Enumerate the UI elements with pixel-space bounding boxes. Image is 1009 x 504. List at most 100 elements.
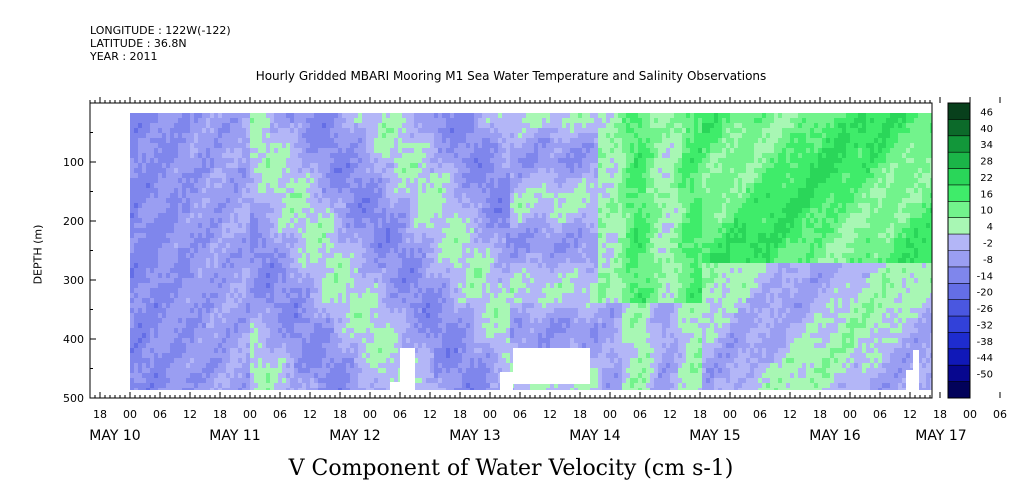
heatmap-cell — [186, 278, 191, 284]
heatmap-cell — [410, 138, 415, 144]
heatmap-cell — [458, 318, 463, 324]
heatmap-cell — [150, 203, 155, 209]
heatmap-cell — [402, 143, 407, 149]
heatmap-cell — [454, 298, 459, 304]
heatmap-cell — [278, 343, 283, 349]
heatmap-cell — [218, 198, 223, 204]
heatmap-cell — [354, 143, 359, 149]
heatmap-cell — [306, 203, 311, 209]
heatmap-cell — [298, 248, 303, 254]
heatmap-cell — [178, 158, 183, 164]
heatmap-cell — [138, 123, 143, 129]
heatmap-cell — [462, 353, 467, 359]
heatmap-cell — [166, 238, 171, 244]
heatmap-cell — [250, 353, 255, 359]
heatmap-cell — [222, 268, 227, 274]
heatmap-cell — [222, 343, 227, 349]
heatmap-cell — [282, 123, 287, 129]
heatmap-cell — [422, 153, 427, 159]
heatmap-cell — [162, 253, 167, 259]
heatmap-cell — [286, 138, 291, 144]
heatmap-cell — [458, 233, 463, 239]
heatmap-cell — [254, 148, 259, 154]
heatmap-cell — [418, 163, 423, 169]
heatmap-cell — [230, 348, 235, 354]
heatmap-cell — [414, 178, 419, 184]
heatmap-cell — [202, 138, 207, 144]
heatmap-cell — [334, 193, 339, 199]
heatmap-cell — [258, 133, 263, 139]
heatmap-cell — [378, 263, 383, 269]
heatmap-cell — [378, 168, 383, 174]
heatmap-cell — [326, 283, 331, 289]
heatmap-cell — [438, 273, 443, 279]
heatmap-cell — [246, 248, 251, 254]
heatmap-cell — [262, 138, 267, 144]
heatmap-cell — [430, 308, 435, 314]
heatmap-cell — [278, 233, 283, 239]
heatmap-cell — [182, 323, 187, 329]
heatmap-cell — [358, 123, 363, 129]
heatmap-cell — [286, 248, 291, 254]
heatmap-cell — [154, 198, 159, 204]
heatmap-cell — [230, 198, 235, 204]
heatmap-cell — [290, 238, 295, 244]
heatmap-cell — [166, 163, 171, 169]
heatmap-cell — [382, 273, 387, 279]
heatmap-cell — [226, 198, 231, 204]
heatmap-cell — [198, 228, 203, 234]
heatmap-cell — [278, 203, 283, 209]
heatmap-cell — [366, 173, 371, 179]
heatmap-cell — [406, 168, 411, 174]
heatmap-cell — [414, 373, 419, 379]
heatmap-cell — [174, 173, 179, 179]
heatmap-cell — [194, 333, 199, 339]
heatmap-cell — [454, 313, 459, 319]
heatmap-cell — [346, 363, 351, 369]
heatmap-cell — [334, 253, 339, 259]
heatmap-cell — [266, 323, 271, 329]
heatmap-cell — [438, 268, 443, 274]
heatmap-cell — [214, 248, 219, 254]
heatmap-cell — [386, 223, 391, 229]
heatmap-cell — [446, 308, 451, 314]
heatmap-cell — [234, 328, 239, 334]
heatmap-cell — [178, 333, 183, 339]
heatmap-cell — [150, 388, 155, 390]
heatmap-cell — [206, 283, 211, 289]
heatmap-cell — [382, 353, 387, 359]
heatmap-cell — [406, 243, 411, 249]
heatmap-cell — [306, 193, 311, 199]
heatmap-cell — [478, 363, 483, 369]
heatmap-cell — [314, 288, 319, 294]
heatmap-cell — [242, 143, 247, 149]
heatmap-cell — [370, 118, 375, 124]
heatmap-cell — [342, 288, 347, 294]
heatmap-cell — [366, 223, 371, 229]
heatmap-cell — [318, 308, 323, 314]
heatmap-cell — [430, 378, 435, 384]
heatmap-cell — [378, 328, 383, 334]
heatmap-cell — [354, 323, 359, 329]
heatmap-cell — [134, 203, 139, 209]
heatmap-cell — [310, 233, 315, 239]
heatmap-cell — [370, 358, 375, 364]
heatmap-cell — [338, 363, 343, 369]
heatmap-cell — [250, 213, 255, 219]
heatmap-cell — [178, 318, 183, 324]
heatmap-cell — [470, 298, 475, 304]
heatmap-cell — [322, 253, 327, 259]
heatmap-cell — [442, 223, 447, 229]
heatmap-cell — [362, 178, 367, 184]
heatmap-cell — [258, 353, 263, 359]
heatmap-cell — [154, 348, 159, 354]
heatmap-cell — [326, 323, 331, 329]
heatmap-cell — [258, 223, 263, 229]
heatmap-cell — [326, 223, 331, 229]
heatmap-cell — [234, 263, 239, 269]
heatmap-cell — [234, 163, 239, 169]
heatmap-cell — [154, 323, 159, 329]
heatmap-cell — [462, 368, 467, 374]
heatmap-cell — [362, 358, 367, 364]
heatmap-cell — [362, 258, 367, 264]
